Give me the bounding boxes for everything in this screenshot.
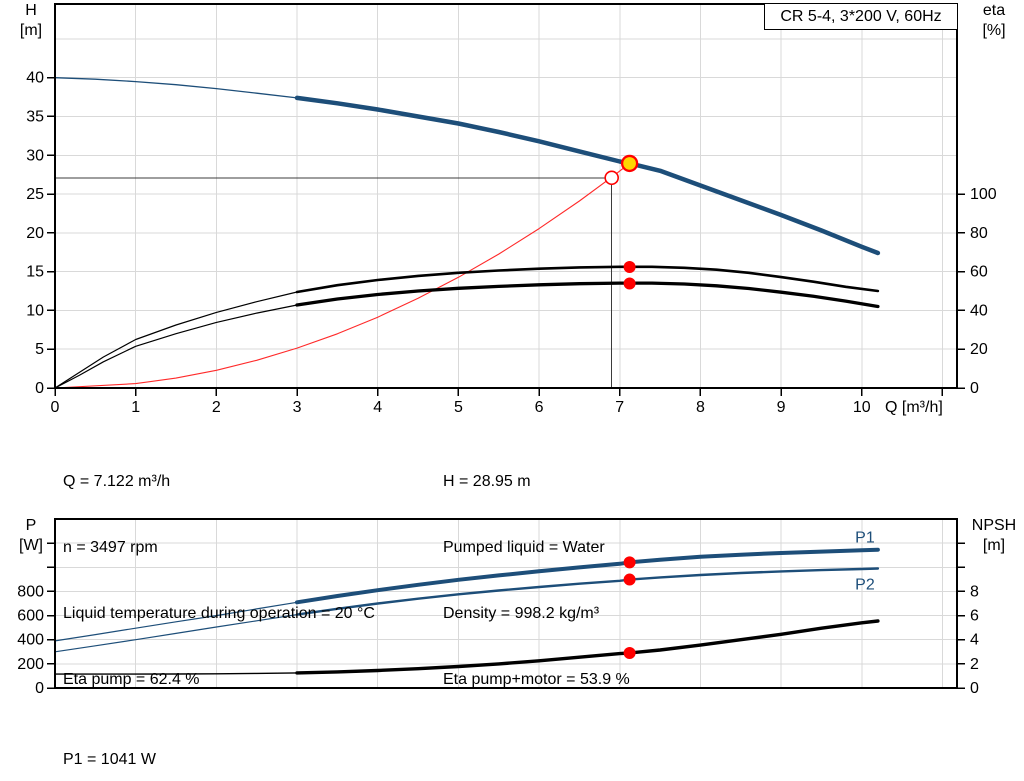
x-tick-label: 2 bbox=[212, 399, 221, 416]
left-tick-label: 600 bbox=[17, 608, 44, 625]
info-line-liquid-temp: Liquid temperature during operation = 20… bbox=[63, 605, 375, 622]
x-tick-label: 6 bbox=[535, 399, 544, 416]
eta-pump-dot bbox=[623, 260, 636, 273]
right-axis-unit-label: eta bbox=[983, 2, 1005, 19]
pump-model-label: CR 5-4, 3*200 V, 60Hz bbox=[780, 7, 942, 25]
left-tick-label: 0 bbox=[35, 680, 44, 697]
x-tick-label: 1 bbox=[131, 399, 140, 416]
requested-duty-marker bbox=[604, 170, 619, 186]
left-axis-unit-label: [W] bbox=[19, 537, 43, 554]
p2-dot bbox=[623, 573, 636, 586]
right-axis-unit-label: [%] bbox=[982, 22, 1005, 39]
info-line-density: Density = 998.2 kg/m³ bbox=[443, 605, 600, 622]
eta-pump-motor-dot bbox=[623, 277, 636, 290]
x-axis-unit-label: Q [m³/h] bbox=[885, 399, 943, 416]
x-tick-label: 8 bbox=[696, 399, 705, 416]
right-tick-label: 6 bbox=[970, 608, 979, 625]
pump-model-box: CR 5-4, 3*200 V, 60Hz bbox=[764, 3, 958, 30]
eta-pump-curve bbox=[54, 291, 298, 389]
p1-curve bbox=[54, 601, 298, 642]
eta-pump-curve bbox=[295, 265, 880, 294]
left-tick-label: 15 bbox=[26, 264, 44, 281]
p1-curve bbox=[295, 547, 880, 605]
right-tick-label: 80 bbox=[970, 225, 988, 242]
x-tick-label: 10 bbox=[853, 399, 871, 416]
left-tick-label: 35 bbox=[26, 108, 44, 125]
right-tick-label: 0 bbox=[970, 380, 979, 397]
left-tick-label: 5 bbox=[35, 341, 44, 358]
pump-head-curve bbox=[294, 95, 881, 256]
x-tick-label: 4 bbox=[373, 399, 382, 416]
left-tick-label: 30 bbox=[26, 147, 44, 164]
left-tick-label: 400 bbox=[17, 632, 44, 649]
duty-info-right: H = 28.95 m Pumped liquid = Water Densit… bbox=[443, 427, 630, 735]
x-tick-label: 9 bbox=[777, 399, 786, 416]
left-tick-label: 200 bbox=[17, 656, 44, 673]
p2-curve bbox=[295, 567, 880, 616]
x-tick-label: 0 bbox=[51, 399, 60, 416]
info-line-p1: P1 = 1041 W bbox=[63, 751, 156, 768]
pump-head-curve bbox=[54, 77, 298, 99]
plot-frame bbox=[54, 3, 958, 389]
left-tick-label: 20 bbox=[26, 225, 44, 242]
power-info: P1 = 1041 W P2 = 898.3 W NPSH = 2.9 m bbox=[63, 705, 166, 781]
system-curve bbox=[54, 162, 631, 389]
duty-point-marker bbox=[620, 154, 639, 173]
x-tick-label: 3 bbox=[293, 399, 302, 416]
right-tick-label: 2 bbox=[970, 656, 979, 673]
right-tick-label: 100 bbox=[970, 186, 997, 203]
eta-pump-motor-curve bbox=[295, 281, 880, 309]
info-line-h: H = 28.95 m bbox=[443, 473, 531, 490]
info-line-q: Q = 7.122 m³/h bbox=[63, 473, 171, 490]
left-tick-label: 25 bbox=[26, 186, 44, 203]
left-tick-label: 800 bbox=[17, 583, 44, 600]
p2-curve bbox=[54, 614, 298, 653]
duty-info-left: Q = 7.122 m³/h n = 3497 rpm Liquid tempe… bbox=[63, 427, 375, 735]
p1-dot bbox=[623, 556, 636, 569]
info-line-eta-pump: Eta pump = 62.4 % bbox=[63, 671, 200, 688]
right-axis-unit-label: [m] bbox=[983, 537, 1005, 554]
x-tick-label: 5 bbox=[454, 399, 463, 416]
info-line-pumped-liquid: Pumped liquid = Water bbox=[443, 539, 605, 556]
x-tick-label: 7 bbox=[615, 399, 624, 416]
left-axis-unit-label: [m] bbox=[20, 22, 42, 39]
right-axis-unit-label: NPSH bbox=[972, 517, 1016, 534]
info-line-n: n = 3497 rpm bbox=[63, 539, 158, 556]
p1-curve-label: P1 bbox=[855, 530, 875, 547]
left-tick-label: 0 bbox=[35, 380, 44, 397]
right-tick-label: 4 bbox=[970, 632, 979, 649]
npsh-curve bbox=[295, 619, 880, 675]
left-axis-unit-label: H bbox=[25, 2, 37, 19]
info-line-eta-pump-motor: Eta pump+motor = 53.9 % bbox=[443, 671, 630, 688]
plot-frame bbox=[54, 518, 958, 689]
left-tick-label: 40 bbox=[26, 70, 44, 87]
right-tick-label: 20 bbox=[970, 341, 988, 358]
eta-pump-motor-curve bbox=[54, 304, 298, 389]
left-axis-unit-label: P bbox=[26, 517, 37, 534]
right-tick-label: 0 bbox=[970, 680, 979, 697]
right-tick-label: 8 bbox=[970, 583, 979, 600]
right-tick-label: 60 bbox=[970, 264, 988, 281]
npsh-dot bbox=[623, 646, 636, 659]
right-tick-label: 40 bbox=[970, 302, 988, 319]
left-tick-label: 10 bbox=[26, 302, 44, 319]
p2-curve-label: P2 bbox=[855, 576, 875, 593]
npsh-curve bbox=[54, 672, 298, 675]
